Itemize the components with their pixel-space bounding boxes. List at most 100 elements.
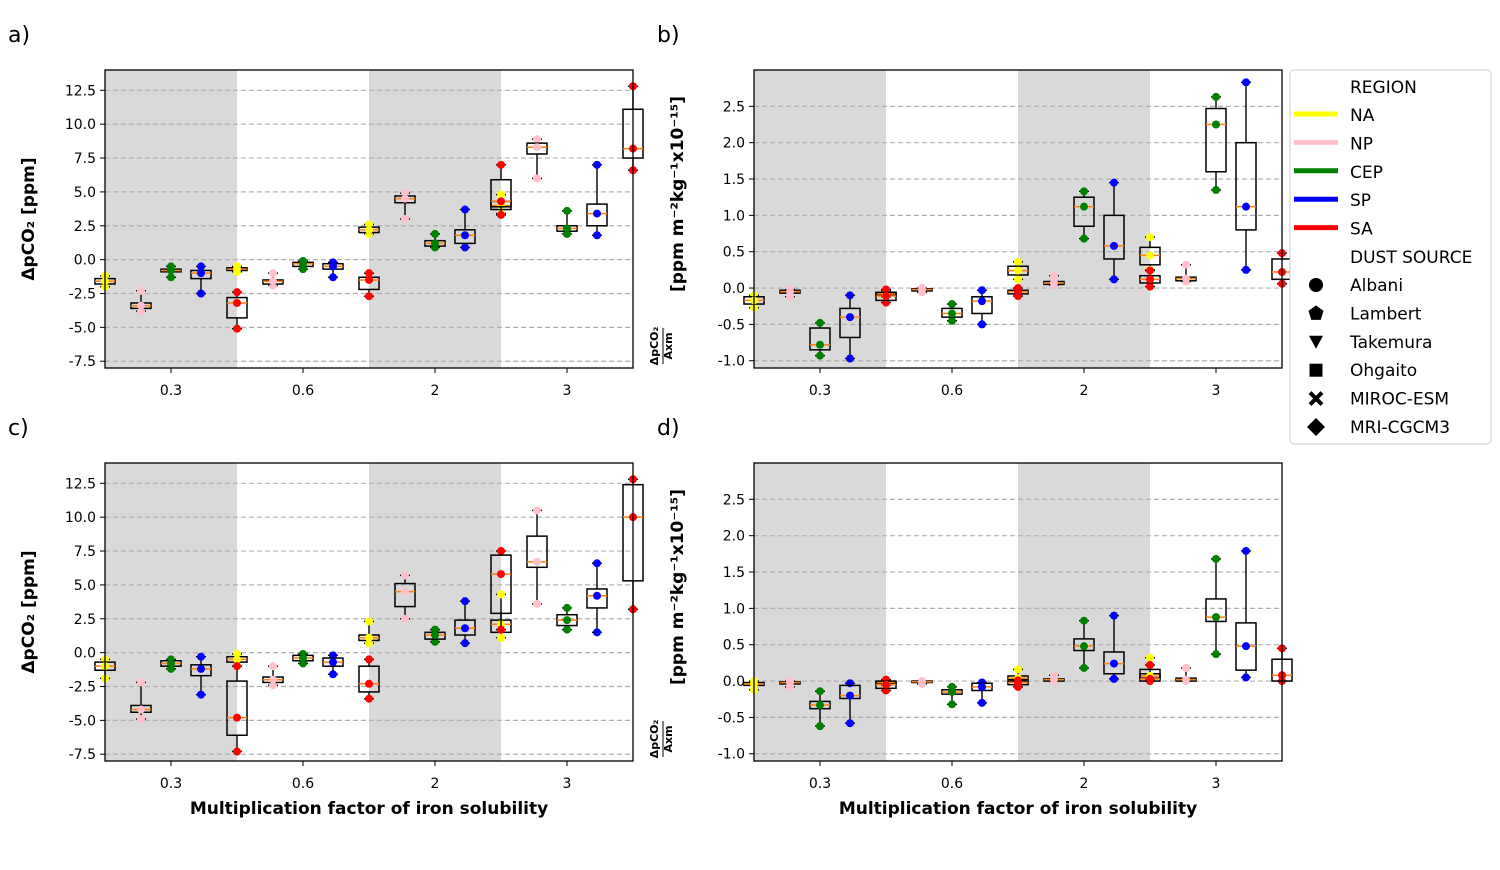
box-NP-0.6	[262, 662, 284, 690]
data-point	[816, 722, 824, 731]
data-point	[497, 197, 505, 206]
y-tick-label: 1.0	[723, 208, 745, 224]
data-point	[1080, 663, 1088, 672]
data-point	[461, 624, 469, 633]
legend-marker-square	[1309, 363, 1323, 377]
data-point	[497, 160, 505, 169]
data-point	[299, 654, 307, 663]
y-tick-label: -5.0	[69, 320, 96, 336]
y-tick-label: -1.0	[718, 354, 745, 370]
data-point	[233, 713, 241, 722]
y-tick-label: 2.5	[723, 492, 745, 508]
data-point	[329, 658, 337, 667]
data-point	[1110, 275, 1118, 284]
shaded-band	[1018, 70, 1150, 368]
x-tick-label: 3	[563, 383, 572, 399]
data-point	[1212, 650, 1220, 659]
data-point	[1110, 241, 1118, 250]
box-CEP-0.6	[292, 256, 314, 274]
panel-label: a)	[8, 23, 30, 48]
data-point	[978, 698, 986, 707]
legend-dust-label: Lambert	[1350, 304, 1422, 324]
data-point	[197, 289, 205, 298]
box-SA-2	[1139, 661, 1161, 686]
box-CEP-2	[1073, 187, 1095, 243]
y-axis-numerator: ΔpCO₂	[648, 720, 661, 759]
data-point	[167, 266, 175, 275]
x-tick-label: 0.6	[941, 776, 963, 792]
box	[1205, 107, 1227, 173]
data-point	[978, 682, 986, 691]
y-axis-denominator: Axm	[662, 725, 675, 752]
box-SA-0.6	[1007, 284, 1029, 301]
data-point	[1146, 251, 1154, 260]
data-point	[1050, 278, 1058, 287]
x-tick-label: 0.6	[292, 776, 314, 792]
y-tick-label: 5.0	[74, 185, 96, 201]
box	[490, 178, 512, 208]
x-tick-label: 3	[563, 776, 572, 792]
legend-dust-label: MRI-CGCM3	[1350, 418, 1450, 438]
y-tick-label: -7.5	[69, 747, 96, 763]
x-tick-label: 2	[431, 383, 440, 399]
data-point	[563, 616, 571, 625]
box-SP-2	[1103, 178, 1125, 284]
box-SP-0.6	[322, 651, 344, 679]
y-tick-label: 0.5	[723, 638, 745, 654]
box-SP-3	[1235, 546, 1257, 682]
data-point	[269, 662, 277, 671]
data-point	[365, 679, 373, 688]
y-tick-label: 1.5	[723, 172, 745, 188]
data-point	[401, 215, 409, 223]
box-CEP-3	[1205, 554, 1227, 659]
data-point	[233, 655, 241, 664]
panel-0: -7.5 -5.0 -2.5 0.0 2.5 5.0 7.5 10.0 12.5 0.3 0.6 2 3…	[8, 23, 644, 399]
data-point	[461, 597, 469, 606]
y-tick-label: 10.0	[65, 510, 96, 526]
legend-frame	[1289, 69, 1492, 445]
box	[971, 296, 993, 315]
shaded-band	[369, 463, 501, 761]
data-point	[563, 206, 571, 215]
y-tick-label: 10.0	[65, 117, 96, 133]
y-tick-label: 12.5	[65, 476, 96, 492]
data-point	[365, 275, 373, 284]
data-point	[1080, 187, 1088, 196]
data-point	[846, 719, 854, 728]
box-NA-2	[358, 220, 380, 238]
data-point	[816, 701, 824, 710]
box-CEP-0.3	[160, 655, 182, 673]
data-point	[197, 652, 205, 661]
data-point	[497, 590, 505, 599]
box-NP-2	[394, 189, 416, 223]
box-SA-2	[490, 547, 512, 634]
data-point	[1242, 265, 1250, 274]
x-tick-label: 0.6	[292, 383, 314, 399]
data-point	[365, 225, 373, 234]
data-point	[948, 316, 956, 325]
legend-marker-x	[1308, 391, 1324, 407]
y-tick-label: -1.0	[718, 747, 745, 763]
data-point	[167, 273, 175, 282]
box	[190, 664, 212, 677]
y-tick-label: 2.0	[723, 529, 745, 545]
legend: REGION NA NP CEP SP SA DUST SOURCE Albani Lamber…	[1289, 69, 1492, 445]
data-point	[786, 678, 794, 687]
y-axis-numerator: ΔpCO₂	[648, 327, 661, 366]
x-axis-label: Multiplication factor of iron solubility	[839, 799, 1197, 819]
data-point	[137, 678, 145, 687]
y-tick-label: -5.0	[69, 713, 96, 729]
data-point	[197, 690, 205, 699]
data-point	[137, 715, 145, 724]
data-point	[1242, 642, 1250, 651]
box	[526, 142, 548, 155]
y-tick-label: 5.0	[74, 578, 96, 594]
data-point	[816, 340, 824, 349]
data-point	[299, 259, 307, 268]
box-SP-3	[586, 160, 608, 240]
box-NA-2	[1007, 257, 1029, 284]
box-SA-0.6	[358, 269, 380, 301]
box-CEP-3	[1205, 92, 1227, 194]
data-point	[593, 628, 601, 637]
